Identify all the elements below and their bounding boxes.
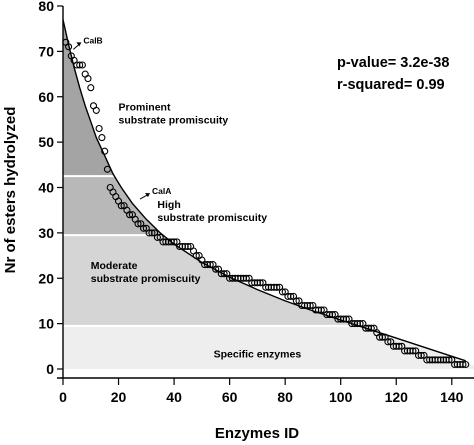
data-point <box>417 351 425 359</box>
callout-label: CalA <box>152 186 171 196</box>
x-tick-label: 20 <box>111 389 127 405</box>
y-tick-label: 50 <box>38 134 54 150</box>
data-point <box>170 238 178 246</box>
x-tick-label: 120 <box>385 389 409 405</box>
data-point <box>117 202 125 210</box>
data-point <box>92 106 100 114</box>
region-0 <box>63 325 474 369</box>
annotations: CalB CalA <box>73 35 171 200</box>
data-point <box>220 270 228 278</box>
data-point <box>139 224 148 232</box>
data-point <box>148 229 156 237</box>
region-label-0-0: Specific enzymes <box>214 349 302 361</box>
x-tick-label: 40 <box>166 389 182 405</box>
region-label-3-1: substrate promiscuity <box>119 114 229 126</box>
region-label-2-1: substrate promiscuity <box>157 212 267 224</box>
data-point <box>292 297 300 305</box>
callout-label: CalB <box>83 35 102 45</box>
y-axis-title: Nr of esters hydrolyzed <box>2 107 19 274</box>
region-label-1-1: substrate promiscuity <box>91 273 201 285</box>
x-tick-label: 60 <box>222 389 238 405</box>
data-point <box>306 301 314 310</box>
y-tick-label: 0 <box>46 361 54 377</box>
y-tick-label: 40 <box>38 180 54 196</box>
data-point <box>342 315 350 323</box>
x-tick-label: 140 <box>440 389 464 405</box>
x-tick-label: 0 <box>59 389 67 405</box>
data-point <box>328 311 336 319</box>
data-point <box>192 252 200 260</box>
data-point <box>84 75 92 83</box>
data-point <box>367 324 375 332</box>
data-point <box>356 320 364 328</box>
data-point <box>134 220 142 228</box>
data-point <box>153 233 161 241</box>
data-point <box>95 124 103 133</box>
r-squared-label: r-squared= 0.99 <box>337 77 445 93</box>
data-point <box>273 283 281 291</box>
axes <box>57 6 474 379</box>
y-tick-label: 30 <box>38 225 54 241</box>
data-point <box>101 147 109 155</box>
data-points <box>62 38 470 369</box>
data-point <box>378 333 386 341</box>
data-point <box>184 242 192 251</box>
data-point <box>445 356 453 364</box>
data-point <box>395 342 403 350</box>
data-point <box>409 347 417 355</box>
data-point <box>126 211 134 219</box>
y-tick-label: 80 <box>38 0 54 14</box>
data-point <box>462 360 470 369</box>
data-point <box>459 360 467 369</box>
data-point <box>87 84 95 92</box>
x-tick-label: 100 <box>329 389 353 405</box>
x-axis-title: Enzymes ID <box>215 425 299 442</box>
y-tick-label: 10 <box>38 316 54 332</box>
data-point <box>76 61 84 69</box>
callout-arrowhead <box>76 42 82 47</box>
callout-arrowhead <box>144 193 150 198</box>
region-label-1-0: Moderate <box>91 260 138 272</box>
data-point <box>384 338 392 346</box>
data-point <box>103 165 111 173</box>
data-point <box>242 274 250 282</box>
ticks: 0 10 20 30 40 50 60 70 80 0 20 40 60 80 100 120 140 <box>38 0 463 405</box>
data-point <box>256 279 264 287</box>
data-point <box>98 134 106 142</box>
region-1 <box>63 235 359 326</box>
data-point <box>206 261 214 269</box>
region-3 <box>63 19 115 177</box>
data-point <box>278 288 286 296</box>
y-tick-label: 60 <box>38 89 54 105</box>
x-tick-label: 80 <box>277 389 293 405</box>
data-point <box>317 306 325 314</box>
region-label-2-0: High <box>157 199 180 211</box>
y-tick-label: 20 <box>38 270 54 286</box>
region-layer <box>63 19 474 369</box>
p-value-label: p-value= 3.2e-38 <box>337 55 449 71</box>
data-point <box>65 43 73 51</box>
data-point <box>78 61 86 69</box>
y-tick-label: 70 <box>38 43 54 59</box>
region-label-3-0: Prominent <box>119 101 171 113</box>
data-point <box>212 265 220 273</box>
data-point <box>287 292 295 300</box>
